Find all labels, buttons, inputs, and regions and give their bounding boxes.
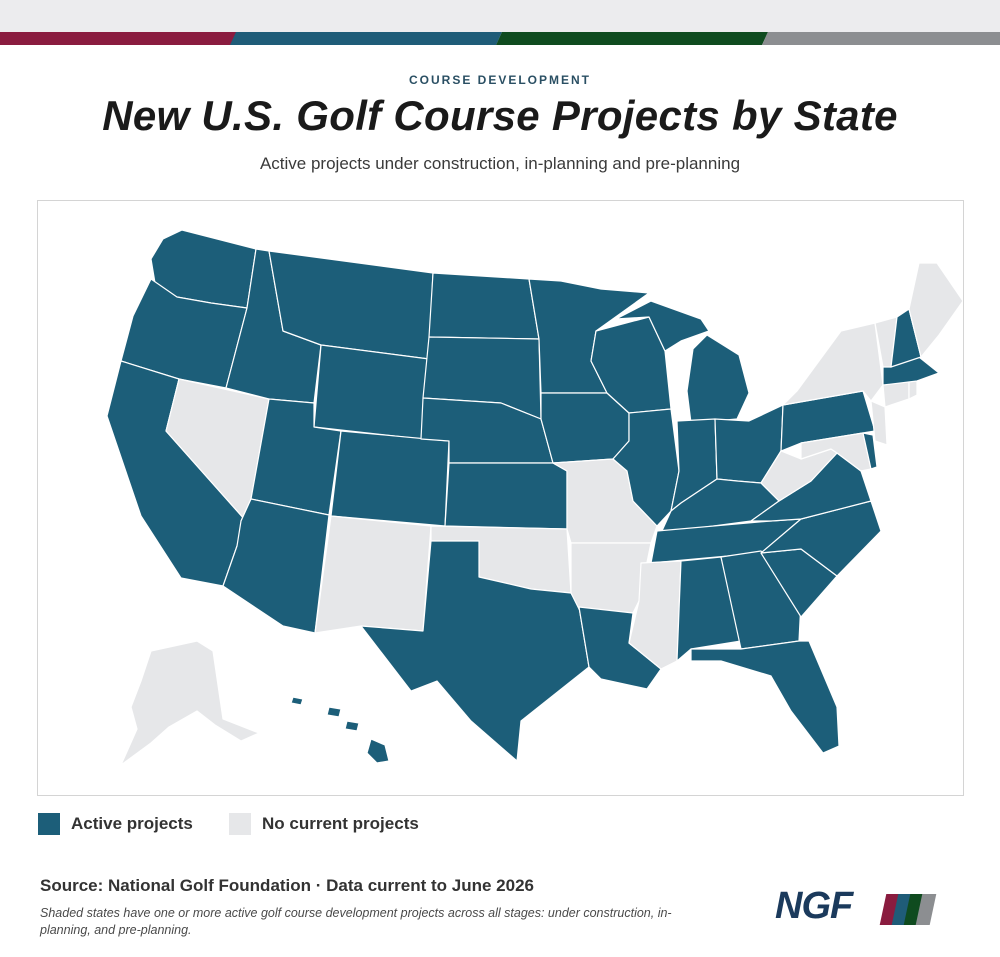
brand-stripe-gray [762,32,1000,45]
state-la[interactable] [578,606,662,690]
ngf-logo: NGF [775,885,940,929]
state-nm[interactable] [314,515,432,634]
state-az[interactable] [222,498,330,634]
map-frame [37,200,964,796]
brand-stripe-red [0,32,236,45]
state-mi[interactable] [686,334,750,424]
page-title: New U.S. Golf Course Projects by State [102,92,898,139]
brand-stripe-blue [230,32,502,45]
eyebrow-label: COURSE DEVELOPMENT [408,73,591,87]
state-ri[interactable] [908,380,918,400]
state-mi-up[interactable] [615,300,710,352]
state-nj[interactable] [870,400,888,446]
state-il[interactable] [612,408,680,527]
state-ak[interactable] [120,640,260,766]
state-me[interactable] [908,262,963,358]
state-wy[interactable] [313,344,430,440]
state-tx[interactable] [360,540,590,762]
us-map [106,229,963,766]
state-al[interactable] [676,556,742,662]
page-subtitle: Active projects under construction, in-p… [259,154,741,173]
legend-item-inactive: No current projects [229,813,419,835]
top-band [0,0,1000,32]
state-hi[interactable] [290,696,390,764]
state-ga[interactable] [720,550,802,650]
source-line: Source: National Golf Foundation · Data … [40,876,535,895]
state-ia[interactable] [540,392,630,464]
state-de[interactable] [862,432,878,470]
logo-wordmark: NGF [775,885,853,927]
brand-stripe-green [496,32,768,45]
state-ny[interactable] [782,322,884,406]
footnote: Shaded states have one or more active go… [40,906,672,937]
legend-label-inactive: No current projects [262,814,419,833]
state-co[interactable] [330,430,450,527]
state-nd[interactable] [428,272,540,340]
legend-swatch-active [38,813,60,835]
legend-label-active: Active projects [71,814,193,833]
legend-swatch-inactive [229,813,251,835]
legend-item-active: Active projects [38,813,193,835]
state-ks[interactable] [444,462,568,530]
state-fl[interactable] [690,640,840,754]
